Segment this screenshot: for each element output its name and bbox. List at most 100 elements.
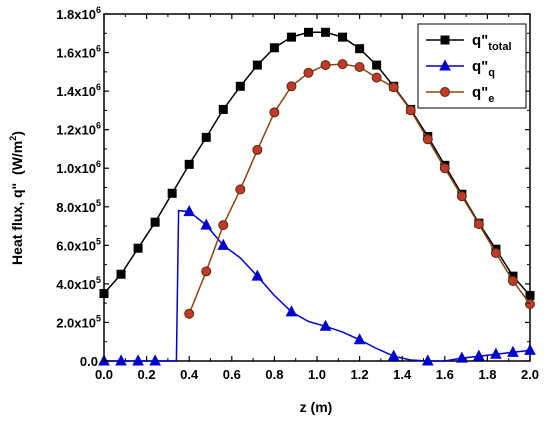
data-point-total	[321, 27, 331, 37]
data-point-total	[150, 217, 160, 227]
data-point-total	[133, 243, 143, 253]
series-q	[98, 205, 536, 366]
series-layer	[98, 27, 536, 366]
data-point-e	[303, 67, 314, 78]
data-point-q	[421, 354, 434, 366]
x-tick-label: 1.6	[436, 367, 454, 382]
data-point-total	[252, 60, 262, 70]
y-axis-title: Heat flux, q" (W/m2)	[8, 131, 25, 265]
data-point-e	[269, 107, 280, 118]
data-point-q	[490, 347, 502, 359]
data-point-e	[371, 72, 382, 83]
x-tick-label: 0.4	[180, 367, 199, 382]
data-point-total	[201, 132, 211, 142]
data-point-q	[132, 354, 144, 366]
data-point-q	[353, 333, 366, 345]
data-point-q	[183, 205, 196, 217]
y-axis-title-unit: (W/m	[9, 141, 25, 175]
data-point-total	[338, 32, 348, 42]
data-point-e	[525, 299, 535, 310]
data-point-total	[525, 290, 535, 300]
y-tick-label: 8.0x105	[56, 198, 101, 215]
data-point-e	[422, 134, 433, 145]
data-point-total	[303, 27, 313, 37]
data-point-e	[490, 248, 501, 259]
data-point-q	[456, 351, 468, 363]
data-point-q	[285, 305, 298, 317]
y-tick-label: 1.6x106	[56, 44, 101, 61]
data-point-q	[200, 218, 213, 230]
data-point-e	[320, 60, 331, 71]
data-point-e	[354, 62, 365, 73]
series-line-total	[103, 31, 531, 296]
x-tick-label: 1.4	[393, 367, 412, 382]
data-point-q	[149, 354, 161, 366]
y-tick-label: 6.0x105	[56, 236, 101, 253]
data-point-e	[218, 220, 229, 231]
data-point-total	[167, 188, 177, 198]
x-tick-label: 0.8	[265, 367, 283, 382]
y-tick-label: 2.0x105	[56, 313, 101, 330]
data-point-total	[269, 43, 279, 53]
series-e	[184, 59, 535, 319]
legend-marker	[440, 35, 450, 45]
y-tick-label: 0.0	[80, 354, 98, 369]
data-point-e	[286, 81, 297, 92]
data-point-q	[524, 343, 536, 355]
legend-label: q"q	[472, 58, 495, 79]
data-point-total	[184, 159, 194, 169]
legend-marker	[439, 59, 451, 71]
y-tick-label: 4.0x105	[56, 275, 101, 292]
y-tick-label: 1.2x106	[56, 121, 101, 138]
data-point-total	[286, 32, 296, 42]
y-tick-label: 1.4x106	[56, 82, 101, 99]
data-point-e	[507, 275, 518, 286]
data-point-total	[355, 44, 365, 54]
y-tick-label: 1.0x106	[56, 159, 101, 176]
legend-item-total: q"total	[426, 32, 512, 53]
data-point-q	[319, 319, 332, 331]
data-point-e	[337, 59, 348, 70]
y-axis-title-main: Heat flux, q"	[9, 183, 25, 265]
legend-item-e: q"e	[426, 84, 494, 105]
data-point-total	[235, 81, 245, 91]
legend-marker	[440, 87, 450, 97]
data-point-e	[473, 219, 484, 230]
x-axis-title: z (m)	[300, 399, 333, 415]
svg-text:Heat flux, q" (W/m2): Heat flux, q" (W/m2)	[8, 131, 25, 265]
data-point-e	[184, 308, 195, 319]
x-tick-label: 1.0	[308, 367, 326, 382]
x-tick-label: 0.6	[223, 367, 241, 382]
data-point-q	[473, 349, 485, 361]
x-tick-label: 0.0	[95, 367, 113, 382]
data-point-e	[405, 105, 416, 116]
x-tick-label: 0.2	[138, 367, 156, 382]
x-tick-label: 1.8	[478, 367, 496, 382]
y-axis-title-unit-sup: 2	[8, 136, 18, 141]
data-point-e	[201, 266, 212, 277]
data-point-q	[115, 354, 127, 366]
data-point-e	[456, 191, 467, 202]
series-line-q	[104, 209, 531, 362]
y-tick-label: 1.8x106	[56, 5, 101, 22]
data-point-e	[388, 82, 399, 93]
data-point-total	[116, 269, 126, 279]
axes-layer: 0.0 0.2 0.4 0.6 0.8 1.0 1.2 1.4 1.6 1.8 2.0 0.0 2.0x…	[56, 5, 539, 382]
legend: q"total q"q q"e	[417, 23, 527, 109]
legend-label: q"e	[472, 84, 494, 105]
data-point-q	[507, 345, 519, 357]
legend-item-q: q"q	[426, 58, 495, 79]
data-point-e	[235, 184, 246, 195]
y-axis-title-unit-close: )	[9, 131, 25, 136]
data-point-total	[372, 60, 382, 70]
data-point-e	[252, 144, 263, 155]
data-point-q	[251, 269, 264, 281]
x-tick-label: 2.0	[521, 367, 539, 382]
data-point-q	[387, 349, 400, 361]
legend-label: q"total	[472, 32, 512, 53]
x-tick-label: 1.2	[351, 367, 369, 382]
data-point-e	[439, 163, 450, 174]
data-point-total	[99, 289, 109, 299]
data-point-total	[218, 104, 228, 114]
